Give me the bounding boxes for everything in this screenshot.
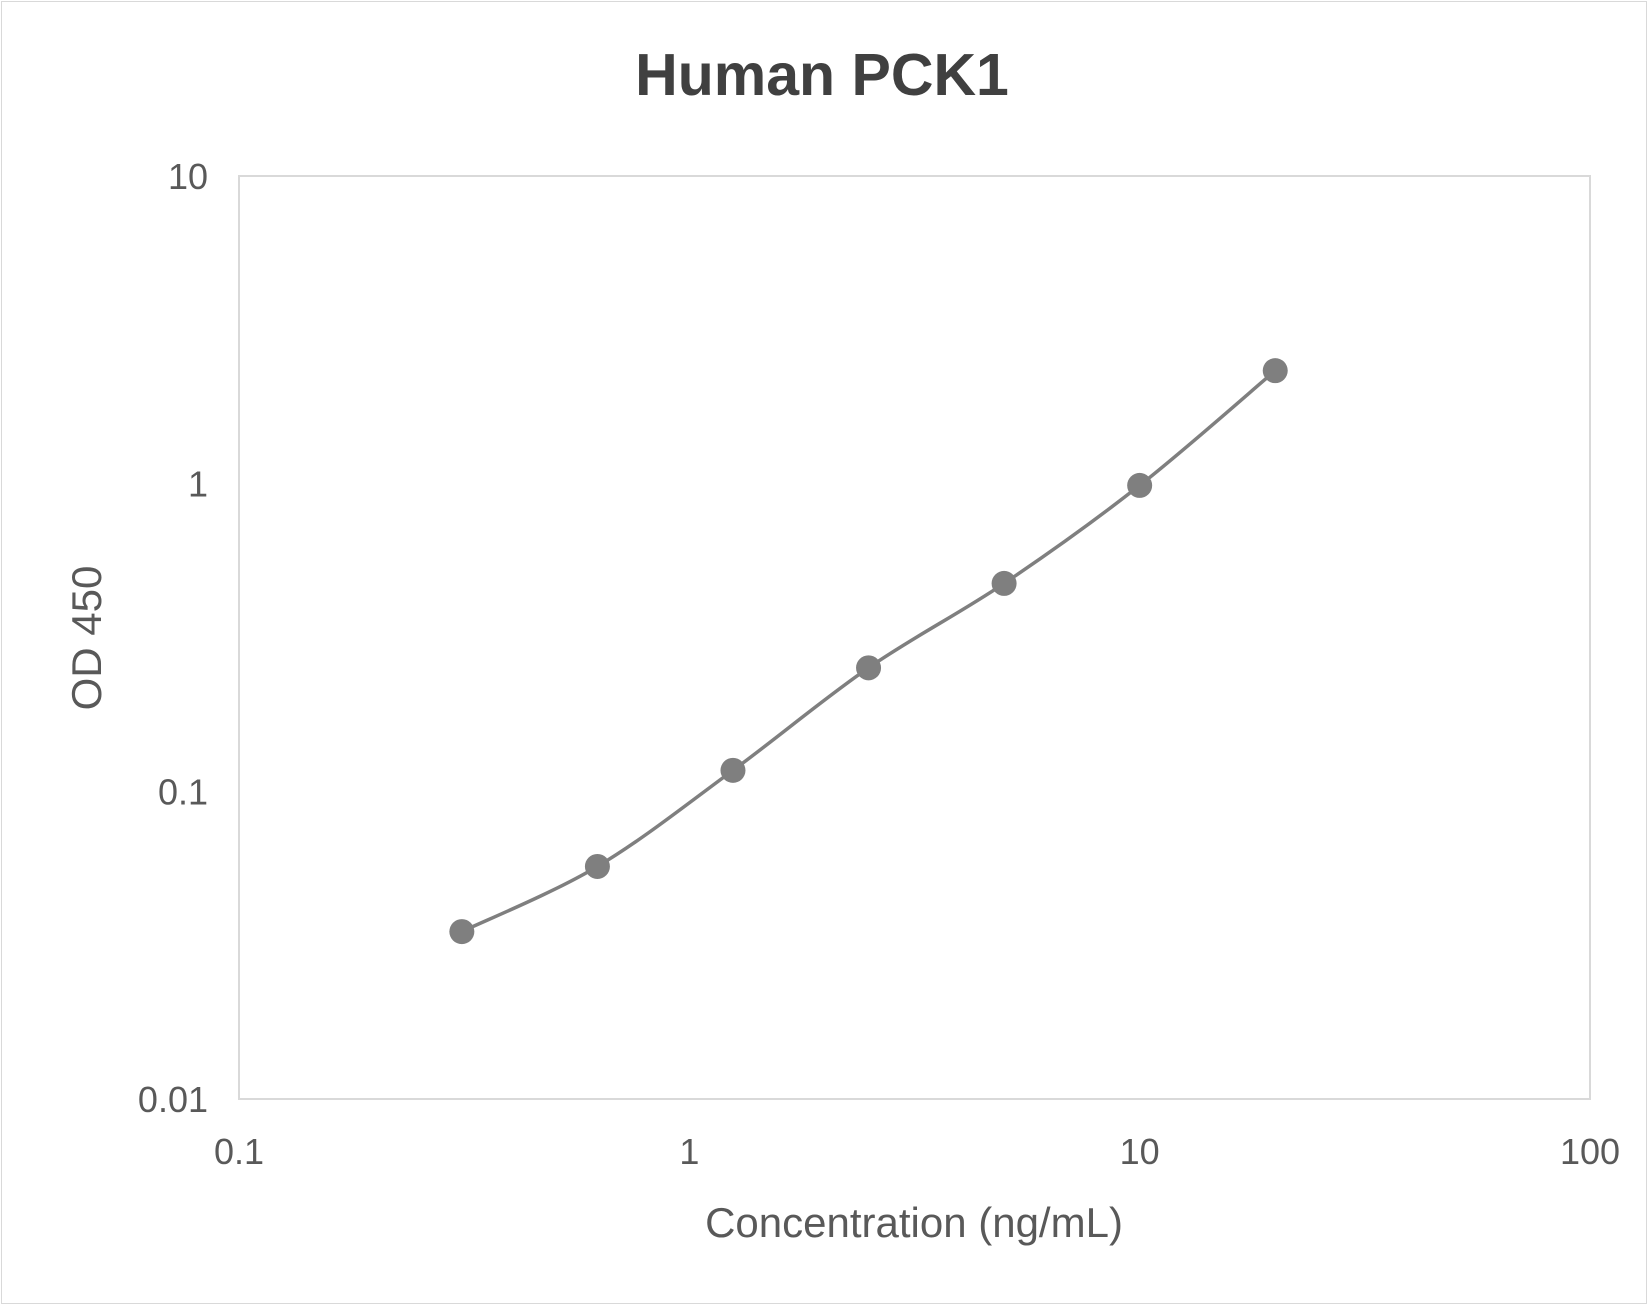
- series-line: [461, 369, 1277, 934]
- x-tick-label: 100: [1560, 1131, 1620, 1172]
- data-point: [720, 757, 746, 783]
- data-point: [856, 655, 882, 681]
- x-tick-label: 0.1: [214, 1131, 264, 1172]
- data-point: [991, 570, 1017, 596]
- x-tick-label: 1: [679, 1131, 699, 1172]
- plot-area: [238, 175, 1591, 1100]
- data-point: [1127, 472, 1153, 498]
- y-tick-label: 10: [168, 156, 208, 197]
- chart-title: Human PCK1: [635, 42, 1009, 108]
- x-axis-label: Concentration (ng/mL): [705, 1199, 1123, 1246]
- y-axis-label: OD 450: [63, 566, 110, 711]
- y-tick-label: 0.01: [138, 1079, 208, 1120]
- data-point: [449, 919, 475, 945]
- y-tick-label: 1: [188, 464, 208, 505]
- data-point: [584, 853, 610, 879]
- y-tick-label: 0.1: [158, 771, 208, 812]
- x-tick-label: 10: [1120, 1131, 1160, 1172]
- data-point: [1262, 358, 1288, 384]
